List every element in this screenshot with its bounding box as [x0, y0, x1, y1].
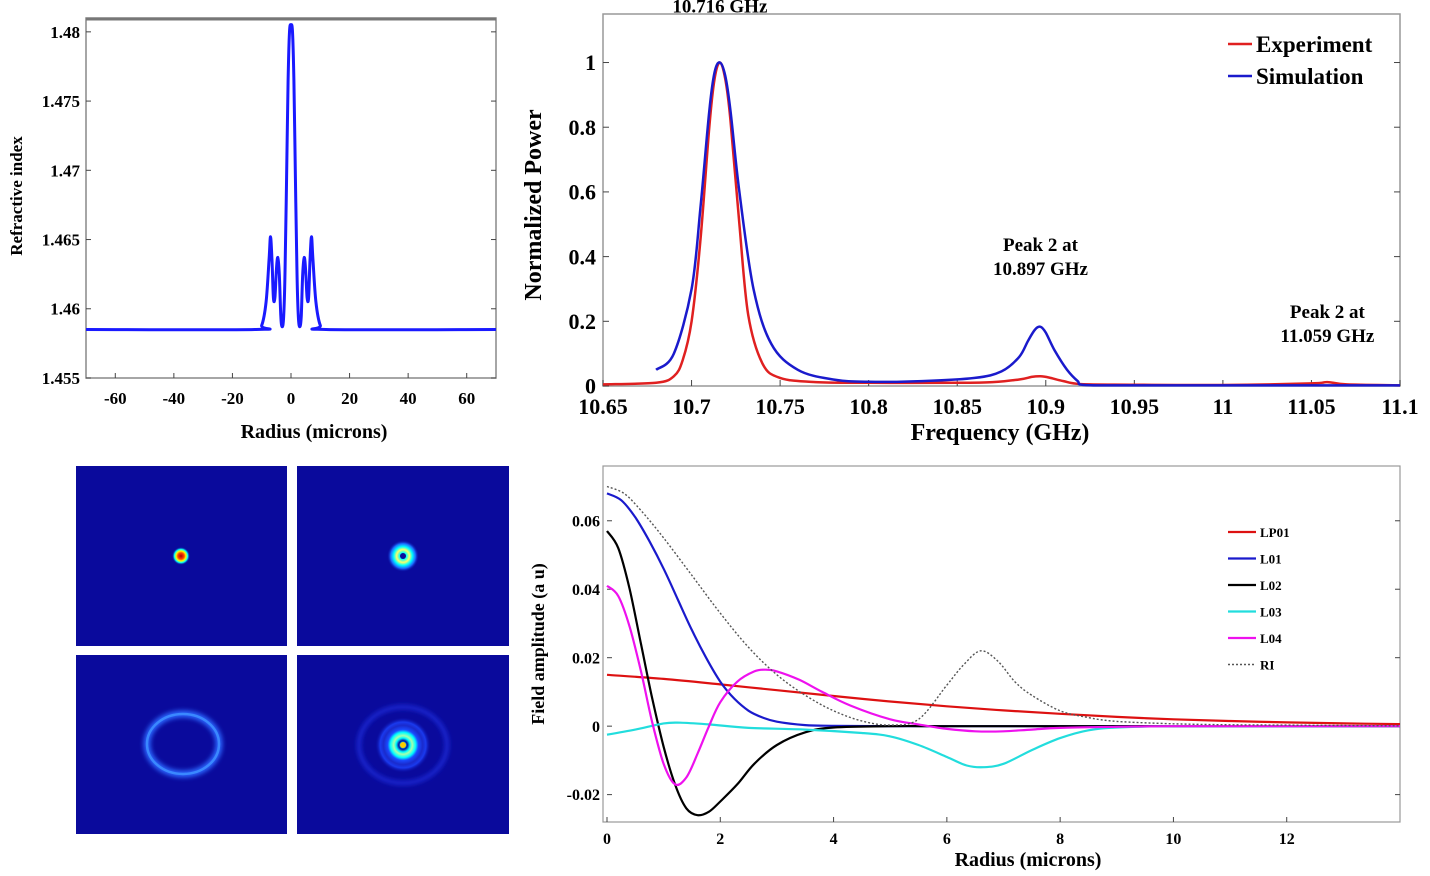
mode-center	[400, 742, 406, 748]
peak-annotation-2: 10.897 GHz	[993, 259, 1089, 280]
legend: LP01 L01 L02 L03 L04 RI	[1228, 525, 1290, 673]
y-tick-label: 0.8	[569, 115, 597, 140]
frequency-spectrum-chart: 00.20.40.60.81 10.65 10.7 10.75 10.8 10.85 10…	[521, 0, 1419, 446]
x-axis-label: Radius (microns)	[241, 421, 388, 443]
mode-core	[400, 553, 406, 559]
mode-ring-inner	[145, 712, 221, 776]
peak-annotation-3: Peak 2 at	[1290, 302, 1366, 323]
y-tick-label: -0.02	[567, 787, 600, 804]
legend-label-simulation: Simulation	[1256, 64, 1364, 89]
series-layer	[602, 61, 1401, 387]
x-tick-label: 10	[1165, 831, 1181, 848]
y-axis-label: Refractive index	[7, 136, 26, 256]
x-tick-label: 20	[341, 389, 358, 408]
y-tick-label: 1.455	[42, 369, 80, 388]
x-tick-label: 10.65	[578, 394, 628, 419]
legend-label-lp01: LP01	[1260, 525, 1290, 540]
mode-panel-top-right	[297, 466, 509, 646]
legend-label-l02: L02	[1260, 578, 1282, 593]
l02-line	[606, 530, 1400, 817]
ri-line	[606, 485, 1401, 727]
l03-line	[606, 721, 1400, 769]
x-tick-label: 6	[943, 831, 951, 848]
legend-label-l03: L03	[1260, 605, 1282, 620]
mode-outer-ring	[357, 705, 449, 785]
y-tick-label: 0.04	[572, 582, 600, 599]
x-ticks: -60 -40 -20 0 20 40 60	[104, 373, 475, 408]
x-tick-label: 10.9	[1027, 394, 1066, 419]
y-tick-label: 0.06	[572, 513, 600, 530]
x-ticks: 0 2 4 6 8 10 12	[603, 817, 1295, 848]
y-axis-label: Normalized Power	[521, 109, 547, 301]
y-tick-label: 0	[592, 719, 600, 736]
x-tick-label: -20	[221, 389, 244, 408]
legend-label-l04: L04	[1260, 631, 1282, 646]
series-layer	[606, 485, 1401, 817]
x-tick-label: 10.85	[932, 394, 982, 419]
series-layer	[85, 23, 497, 332]
peak-annotation-1: 10.716 GHz	[672, 0, 768, 18]
y-tick-label: 1.47	[50, 161, 80, 180]
y-tick-label: 1.48	[50, 23, 80, 42]
l04-line	[606, 584, 1400, 787]
simulation-line	[655, 61, 1400, 387]
profile-line	[85, 23, 497, 332]
x-tick-label: -60	[104, 389, 127, 408]
x-ticks: 10.65 10.7 10.75 10.8 10.85 10.9 10.95 11 11.05 1…	[578, 380, 1419, 419]
y-tick-label: 0.02	[572, 650, 600, 667]
x-tick-label: 11.1	[1381, 394, 1418, 419]
y-tick-label: 0	[585, 374, 596, 399]
plot-frame	[85, 17, 497, 379]
legend: Experiment Simulation	[1228, 32, 1373, 89]
y-ticks: 0 0.2 0.4 0.6 0.8 1	[569, 50, 1400, 399]
legend-label-l01: L01	[1260, 552, 1282, 567]
x-tick-label: 10.95	[1110, 394, 1160, 419]
mode-panel-bottom-left	[76, 655, 287, 834]
x-tick-label: 10.7	[672, 394, 711, 419]
y-tick-label: 0.4	[569, 244, 597, 269]
legend-label-ri: RI	[1260, 658, 1274, 673]
y-axis-label: Field amplitude (a u)	[528, 563, 549, 725]
y-tick-label: 1.46	[50, 300, 80, 319]
x-tick-label: 8	[1056, 831, 1064, 848]
x-tick-label: 11	[1212, 394, 1233, 419]
x-tick-label: 2	[716, 831, 724, 848]
plot-frame	[602, 465, 1401, 823]
peak-annotation-3: 11.059 GHz	[1280, 326, 1375, 347]
x-tick-label: 40	[400, 389, 417, 408]
x-tick-label: 10.8	[849, 394, 888, 419]
legend-label-experiment: Experiment	[1256, 32, 1373, 57]
x-tick-label: 11.05	[1287, 394, 1335, 419]
x-tick-label: 60	[458, 389, 475, 408]
y-tick-label: 1	[585, 50, 596, 75]
x-axis-label: Frequency (GHz)	[911, 420, 1090, 446]
y-tick-label: 0.2	[569, 309, 597, 334]
y-tick-label: 0.6	[569, 180, 597, 205]
y-ticks: 1.455 1.46 1.465 1.47 1.475 1.48	[42, 23, 496, 388]
lp01-line	[606, 673, 1401, 726]
x-axis-label: Radius (microns)	[955, 849, 1102, 871]
peak-annotation-2: Peak 2 at	[1003, 235, 1079, 256]
x-tick-label: 10.75	[755, 394, 805, 419]
x-tick-label: 12	[1279, 831, 1295, 848]
x-tick-label: 0	[287, 389, 296, 408]
mode-panel-bottom-right	[297, 655, 509, 834]
refractive-index-chart: 1.455 1.46 1.465 1.47 1.475 1.48 -60 -40 -20 0 20…	[7, 17, 497, 443]
plot-frame	[602, 13, 1401, 387]
mode-spot	[172, 547, 190, 565]
mode-intensity-panels	[76, 466, 509, 834]
x-tick-label: 0	[603, 831, 611, 848]
y-tick-label: 1.465	[42, 230, 80, 249]
y-tick-label: 1.475	[42, 92, 80, 111]
mode-panel-top-left	[76, 466, 287, 646]
x-tick-label: -40	[163, 389, 186, 408]
x-tick-label: 4	[830, 831, 838, 848]
